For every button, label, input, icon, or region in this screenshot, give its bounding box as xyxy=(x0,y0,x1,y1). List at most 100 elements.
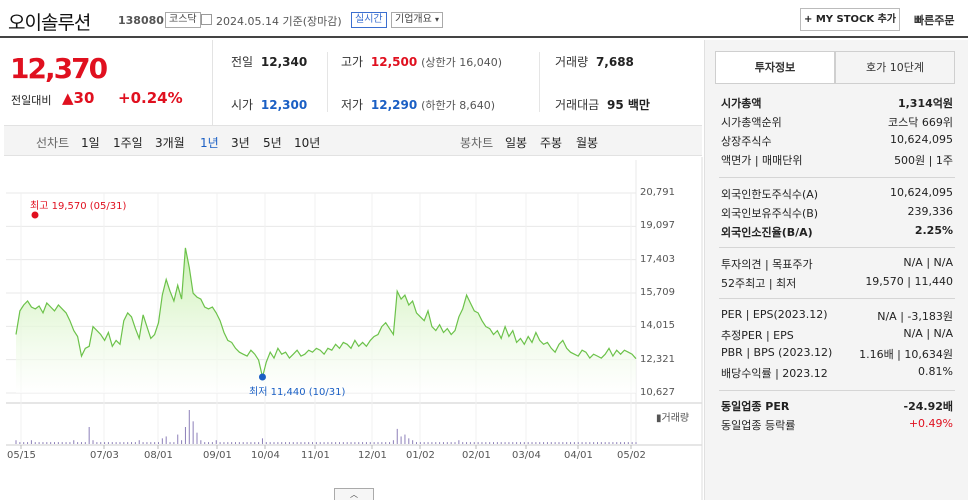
info-row-label: 추정PER | EPS xyxy=(721,329,794,342)
stock-name: 오이솔루션 xyxy=(8,12,91,34)
tab-order-book[interactable]: 호가 10단계 xyxy=(835,51,955,84)
open-price: 시가 12,300 xyxy=(231,98,308,112)
info-row-value: 1,314억원 xyxy=(897,97,953,110)
candle-weekly[interactable]: 주봉 xyxy=(540,136,563,150)
y-tick-label: 20,791 xyxy=(640,187,675,198)
info-row-value: 19,570 | 11,440 xyxy=(865,275,953,288)
info-row-label: 시가총액 xyxy=(721,97,762,110)
stock-header: 오이솔루션 138080 코스닥 2024.05.14 기준(장마감) 실시간 … xyxy=(0,0,968,38)
line-chart-label: 선차트 xyxy=(36,136,70,150)
quick-order-button[interactable]: 빠른주문 xyxy=(914,14,955,27)
collapse-chart-button[interactable]: ︿ xyxy=(334,488,374,500)
info-row-value: 2.25% xyxy=(914,224,953,237)
tab-investment-info[interactable]: 투자정보 xyxy=(715,51,835,84)
info-row-label: 52주최고 | 최저 xyxy=(721,277,797,290)
info-row-label: 시가총액순위 xyxy=(721,116,782,129)
info-row-label: 배당수익률 | 2023.12 xyxy=(721,367,828,380)
candle-monthly[interactable]: 월봉 xyxy=(576,136,599,150)
y-tick-label: 12,321 xyxy=(640,353,675,365)
divider xyxy=(719,390,955,391)
period-3y[interactable]: 3년 xyxy=(231,136,250,150)
price-line xyxy=(15,247,637,378)
info-row-value: 500원 | 1주 xyxy=(894,154,953,167)
info-row-value: 239,336 xyxy=(907,205,954,218)
info-row: 동일업종 등락률 +0.49% xyxy=(721,417,953,433)
info-row-value: 0.81% xyxy=(918,365,953,378)
market-tag: 코스닥 xyxy=(165,12,201,28)
period-3m[interactable]: 3개월 xyxy=(155,136,185,150)
y-tick-label: 17,403 xyxy=(640,253,675,265)
divider xyxy=(719,298,955,299)
price-area xyxy=(16,247,636,393)
info-row: 외국인소진율(B/A) 2.25% xyxy=(721,224,953,240)
info-row: 52주최고 | 최저 19,570 | 11,440 xyxy=(721,275,953,291)
info-row-label: 액면가 | 매매단위 xyxy=(721,154,803,167)
info-row-value: N/A | -3,183원 xyxy=(877,310,953,323)
high-price: 고가 12,500 (상한가 16,040) xyxy=(341,55,502,69)
x-tick-label: 01/02 xyxy=(406,450,435,461)
y-tick-label: 10,627 xyxy=(640,387,675,398)
trade-value: 거래대금 95 백만 xyxy=(555,98,650,112)
x-tick-label: 09/01 xyxy=(203,450,232,461)
live-tag[interactable]: 실시간 xyxy=(351,12,387,28)
info-row-label: 투자의견 | 목표주가 xyxy=(721,258,813,271)
info-row-value: +0.49% xyxy=(908,417,953,430)
x-tick-label: 08/01 xyxy=(144,450,173,461)
low-marker xyxy=(258,373,266,381)
divider xyxy=(719,247,955,248)
price-info-grid: 전일 12,340 시가 12,300 고가 12,500 (상한가 16,04… xyxy=(212,40,702,125)
info-row-label: PBR | BPS (2023.12) xyxy=(721,346,833,359)
info-row: 배당수익률 | 2023.12 0.81% xyxy=(721,365,953,381)
calendar-icon xyxy=(201,14,212,25)
high-marker xyxy=(31,211,39,219)
x-tick-label: 12/01 xyxy=(358,450,387,461)
info-row: 동일업종 PER -24.92배 xyxy=(721,398,953,414)
info-row: 외국인보유주식수(B) 239,336 xyxy=(721,205,953,221)
period-1w[interactable]: 1주일 xyxy=(113,136,143,150)
x-tick-label: 03/04 xyxy=(512,450,541,461)
add-mystock-button[interactable]: + MY STOCK 추가 xyxy=(800,8,900,31)
stock-code: 138080 xyxy=(118,14,164,27)
diff-value: ▲30 xyxy=(62,89,95,107)
x-tick-label: 07/03 xyxy=(90,450,119,461)
high-label: 최고 19,570 (05/31) xyxy=(30,201,127,212)
current-price: 12,370 xyxy=(10,52,108,85)
diff-label: 전일대비 xyxy=(11,94,52,107)
x-tick-label: 05/02 xyxy=(617,450,646,461)
period-1y[interactable]: 1년 xyxy=(200,136,219,150)
volume-legend: ▮거래량 xyxy=(656,413,690,424)
x-tick-label: 05/15 xyxy=(7,450,36,461)
low-price: 저가 12,290 (하한가 8,640) xyxy=(341,98,495,112)
company-info-dropdown[interactable]: 기업개요 ▾ xyxy=(391,12,444,28)
period-1d[interactable]: 1일 xyxy=(81,136,100,150)
info-row-label: 상장주식수 xyxy=(721,135,772,148)
x-tick-label: 11/01 xyxy=(301,450,330,461)
chart-period-bar: 선차트 1일 1주일 3개월 1년 3년 5년 10년 봉차트 일봉 주봉 월봉 xyxy=(4,125,702,156)
info-row: 상장주식수 10,624,095 xyxy=(721,133,953,149)
info-row: 외국인한도주식수(A) 10,624,095 xyxy=(721,186,953,202)
diff-rate: +0.24% xyxy=(118,89,183,107)
info-row-value: 코스닥 669위 xyxy=(888,116,953,129)
low-label: 최저 11,440 (10/31) xyxy=(249,387,346,398)
info-row: 액면가 | 매매단위 500원 | 1주 xyxy=(721,152,953,168)
info-row-label: 동일업종 PER xyxy=(721,400,790,413)
info-row-label: 동일업종 등락률 xyxy=(721,419,796,432)
prev-close: 전일 12,340 xyxy=(231,55,308,69)
info-row-label: PER | EPS(2023.12) xyxy=(721,308,828,321)
y-tick-label: 14,015 xyxy=(640,320,675,332)
divider xyxy=(715,83,955,84)
info-row-label: 외국인보유주식수(B) xyxy=(721,207,819,220)
x-tick-label: 04/01 xyxy=(564,450,593,461)
y-tick-label: 15,709 xyxy=(640,287,675,298)
date-text: 2024.05.14 기준(장마감) xyxy=(216,15,342,28)
info-row: 추정PER | EPS N/A | N/A xyxy=(721,327,953,343)
info-row-label: 외국인소진율(B/A) xyxy=(721,226,813,239)
period-10y[interactable]: 10년 xyxy=(294,136,321,150)
candle-daily[interactable]: 일봉 xyxy=(505,136,528,150)
divider xyxy=(719,177,955,178)
info-row: 시가총액순위 코스닥 669위 xyxy=(721,114,953,130)
info-row: 투자의견 | 목표주가 N/A | N/A xyxy=(721,256,953,272)
info-row-value: 1.16배 | 10,634원 xyxy=(859,348,953,361)
period-5y[interactable]: 5년 xyxy=(263,136,282,150)
